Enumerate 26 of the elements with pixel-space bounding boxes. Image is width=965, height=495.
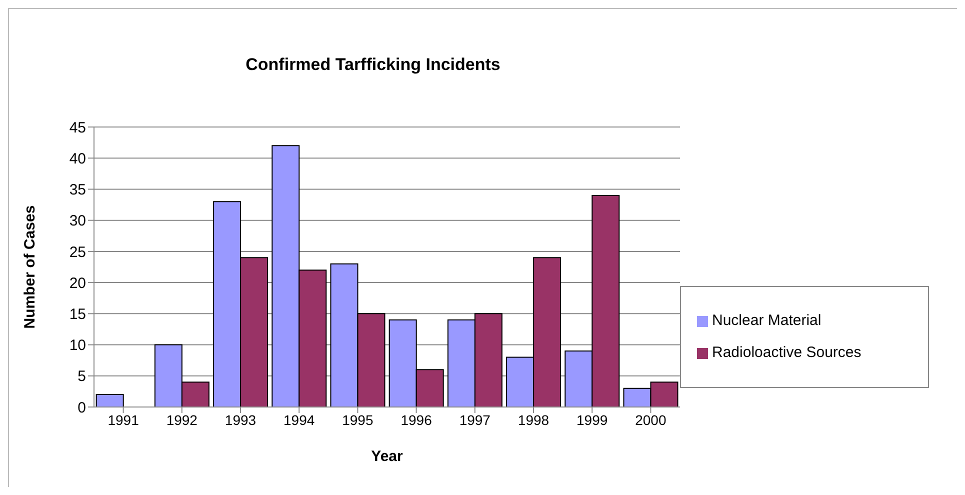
y-tick-label: 45 — [69, 119, 86, 136]
x-tick-label: 1991 — [108, 412, 140, 428]
y-tick-label: 15 — [69, 306, 86, 323]
x-tick-label: 1993 — [224, 412, 256, 428]
legend-label: Nuclear Material — [712, 312, 822, 329]
bar — [96, 394, 124, 407]
x-tick-label: 1997 — [459, 412, 491, 428]
y-tick-label: 30 — [69, 212, 86, 230]
x-tick-label: 1992 — [166, 412, 198, 428]
x-tick-label: 1994 — [284, 412, 315, 428]
x-tick-label: 1998 — [518, 412, 550, 428]
x-tick-label: 1996 — [400, 412, 432, 428]
y-tick-label: 35 — [69, 182, 86, 199]
y-tick-label: 25 — [69, 244, 86, 261]
x-tick-label: 1995 — [342, 412, 374, 428]
y-tick-label: 5 — [78, 368, 86, 386]
y-tick-label: 10 — [69, 337, 86, 354]
y-tick-label: 20 — [69, 274, 86, 292]
x-axis-title: Year — [371, 448, 404, 465]
y-tick-label: 0 — [78, 399, 86, 416]
legend-label: Radioloactive Sources — [712, 344, 862, 361]
chart-title: Confirmed Tarfficking Incidents — [244, 55, 502, 75]
y-tick-label: 40 — [69, 150, 86, 168]
x-tick-label: 1999 — [576, 412, 608, 428]
y-axis-title: Number of Cases — [21, 205, 38, 329]
x-tick-label: 2000 — [635, 412, 666, 428]
